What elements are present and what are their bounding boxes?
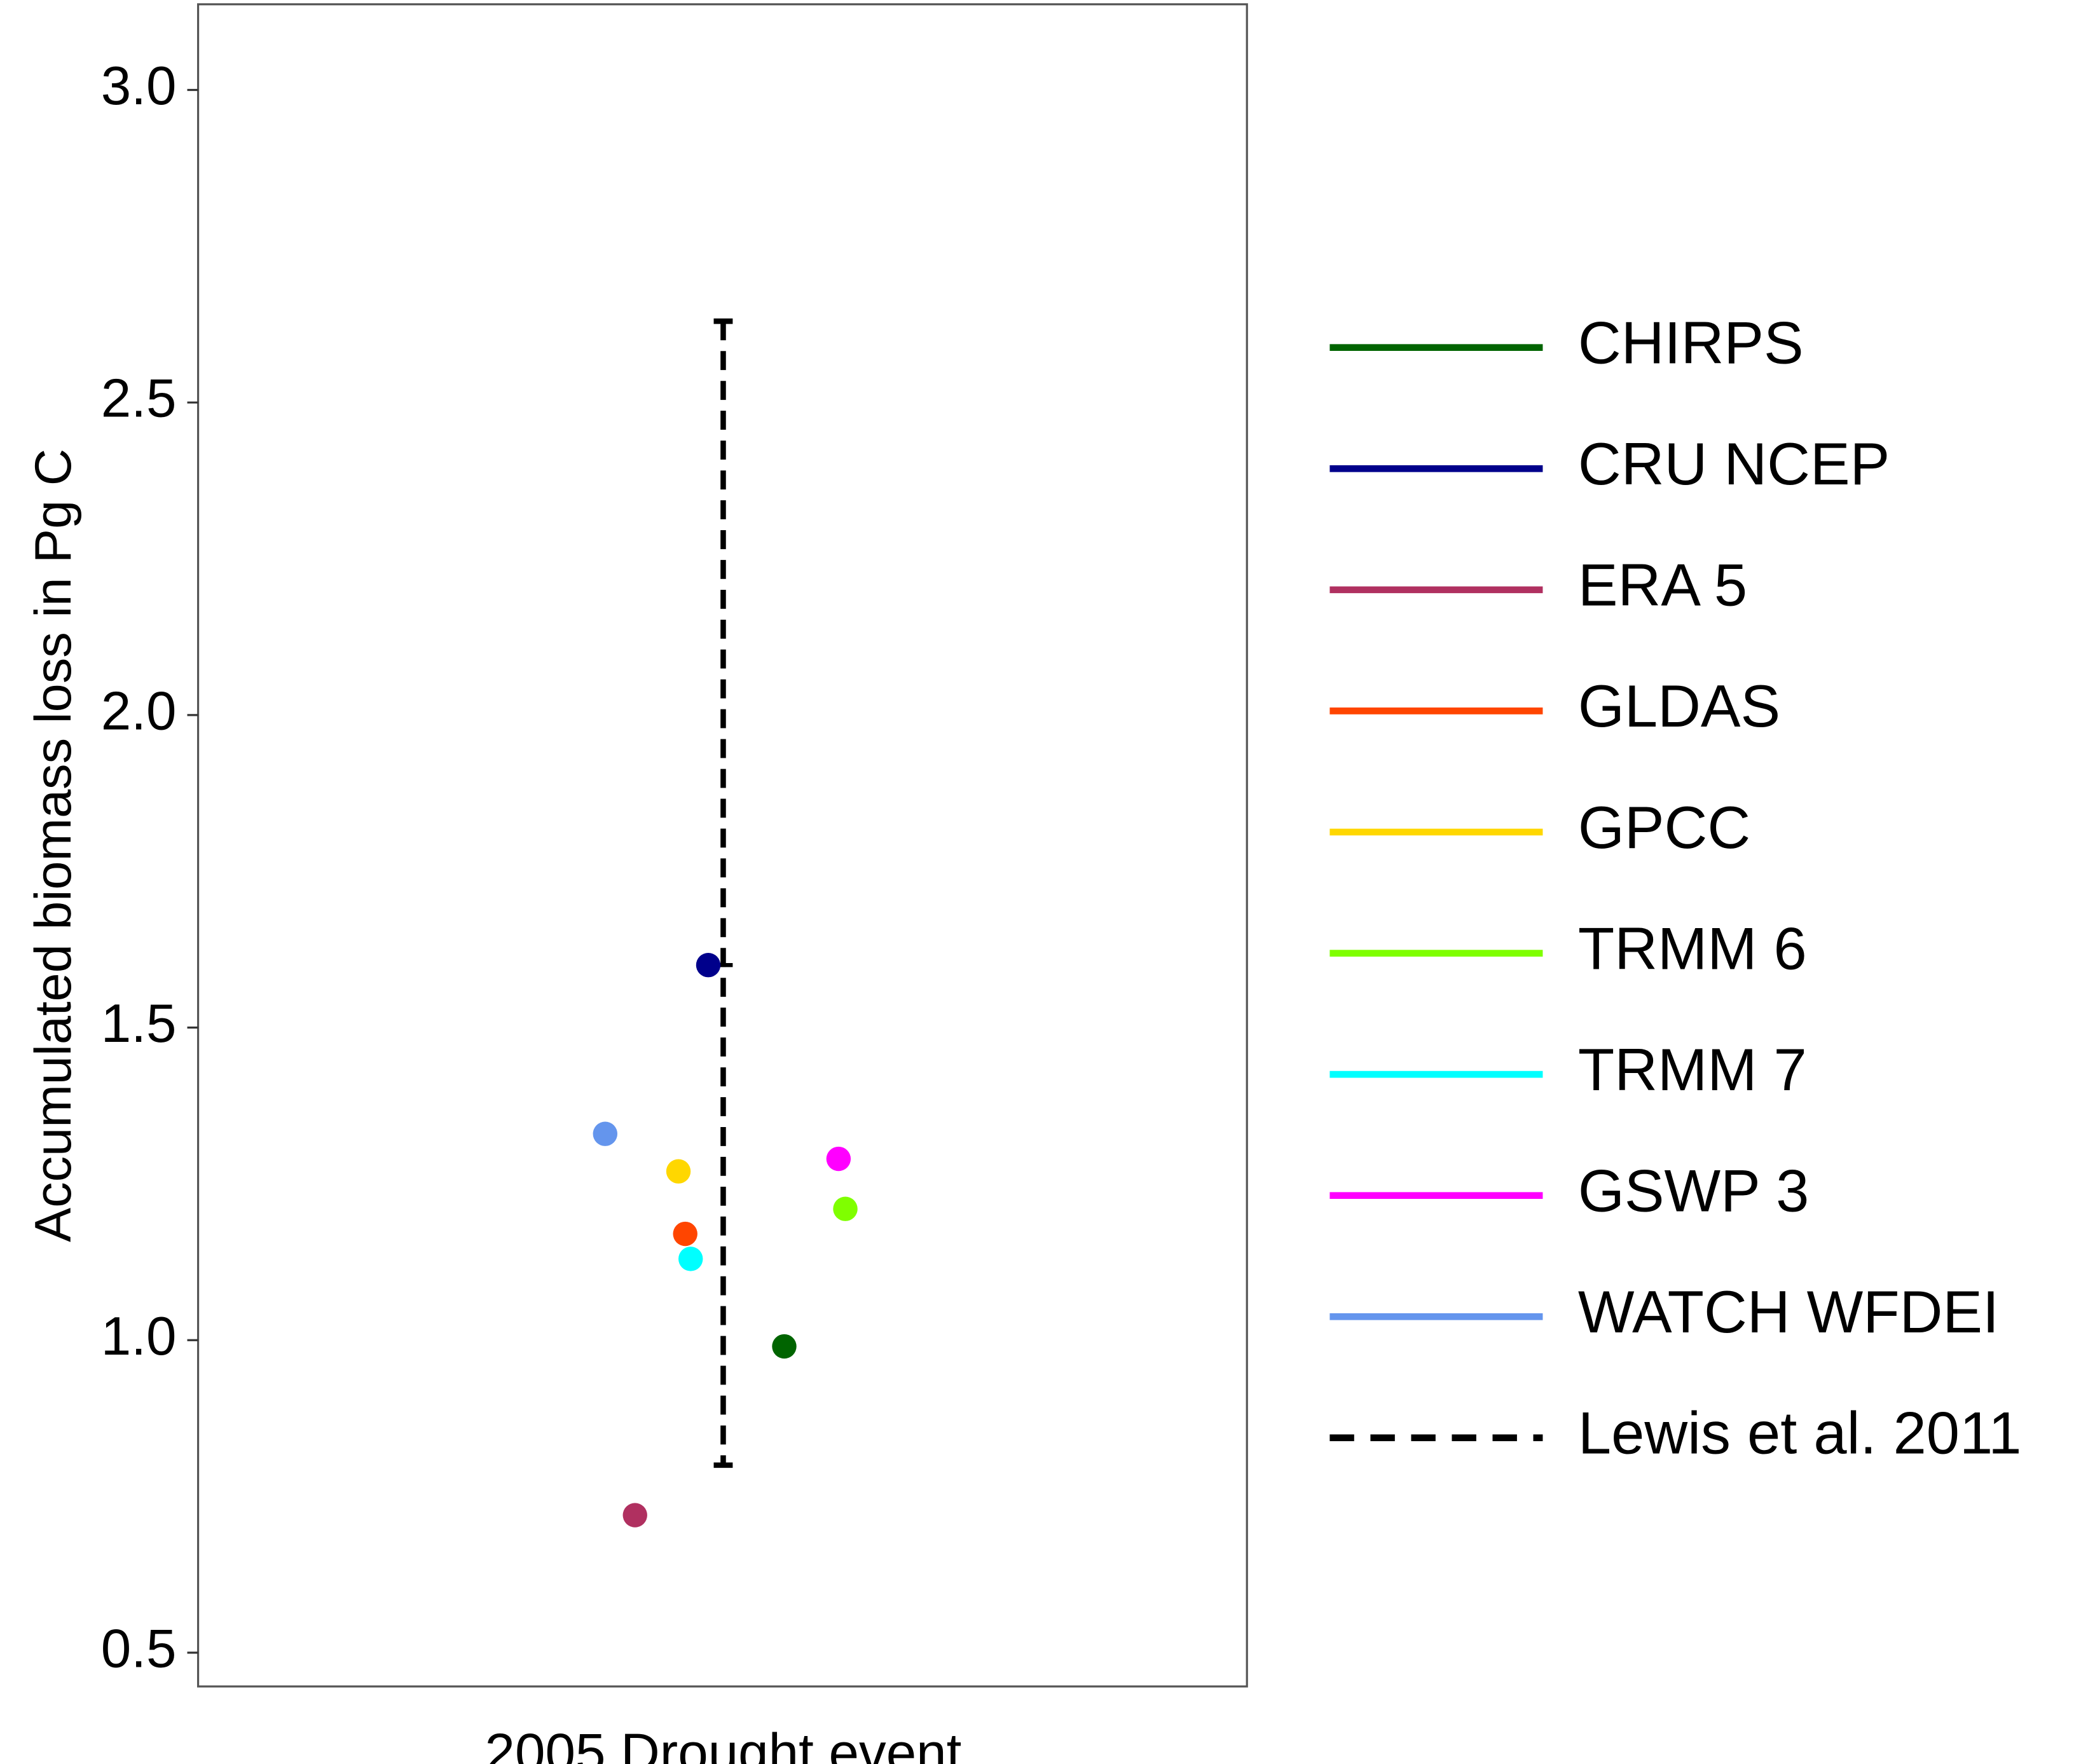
y-tick-label: 1.5 [101, 994, 177, 1054]
y-tick-label: 2.5 [101, 369, 177, 429]
point [826, 1146, 851, 1172]
legend-label: GSWP 3 [1578, 1157, 1809, 1224]
legend-label: TRMM 7 [1578, 1036, 1807, 1103]
y-tick-label: 3.0 [101, 56, 177, 116]
legend-label: GLDAS [1578, 673, 1780, 739]
x-tick-label: 2005 Drought event [485, 1723, 962, 1764]
legend-label: WATCH WFDEI [1578, 1278, 1999, 1345]
y-axis-label: Accumulated biomass loss in Pg C [25, 449, 82, 1242]
legend-label: ERA 5 [1578, 552, 1747, 619]
point [622, 1503, 647, 1528]
point [833, 1196, 858, 1221]
y-tick-label: 0.5 [101, 1618, 177, 1679]
point [593, 1121, 618, 1146]
y-tick-label: 1.0 [101, 1306, 177, 1367]
legend-label: CRU NCEP [1578, 430, 1890, 497]
point [666, 1159, 691, 1184]
legend-label: CHIRPS [1578, 309, 1804, 376]
legend-label: TRMM 6 [1578, 915, 1807, 981]
point [678, 1247, 703, 1271]
point [696, 952, 721, 978]
y-tick-label: 2.0 [101, 681, 177, 741]
legend-label: GPCC [1578, 794, 1750, 861]
point [673, 1221, 697, 1247]
legend-label: Lewis et al. 2011 [1578, 1400, 2022, 1467]
plot-panel [196, 3, 1248, 1688]
point [772, 1334, 797, 1359]
